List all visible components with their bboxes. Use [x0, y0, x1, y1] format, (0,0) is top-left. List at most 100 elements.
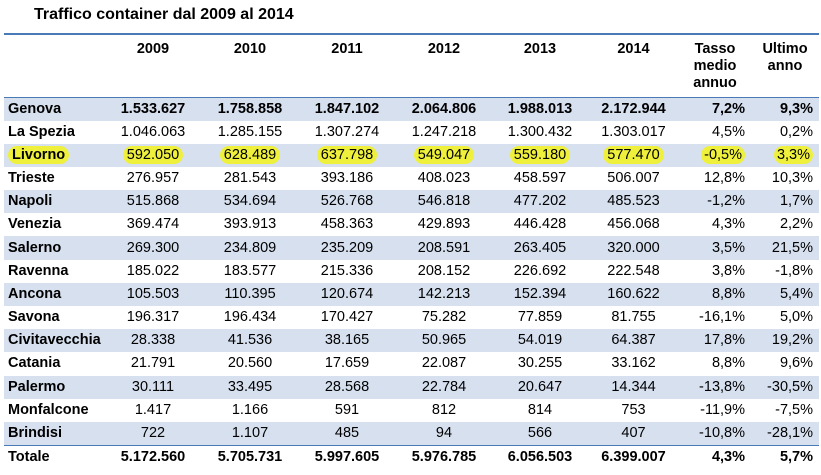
tasso-cell: -11,9%	[700, 401, 745, 418]
value-cell: 320.000	[607, 239, 660, 256]
value-cell: 1.285.155	[217, 123, 283, 140]
value-cell: 208.591	[417, 239, 471, 256]
header-2013: 2013	[492, 33, 588, 97]
port-name: Trieste	[8, 169, 55, 186]
value-cell: 369.474	[126, 216, 180, 233]
tasso-cell: 8,8%	[711, 355, 745, 372]
header-ultimo-line: anno	[767, 58, 803, 74]
header-2012: 2012	[396, 33, 492, 97]
table-row: Napoli 515.868 534.694 526.768 546.818 477.20…	[4, 190, 819, 214]
ultimo-cell: 21,5%	[771, 239, 813, 256]
highlight-mark: 549.047	[413, 145, 475, 164]
header-2010: 2010	[202, 33, 298, 97]
header-ultimo-anno: Ultimo anno	[751, 33, 819, 97]
table-row: Civitavecchia 28.338 41.536 38.165 50.965 54.…	[4, 329, 819, 353]
value-cell: 1.307.274	[314, 123, 380, 140]
tasso-cell: -16,1%	[699, 309, 745, 326]
ultimo-cell: 10,3%	[771, 169, 813, 186]
value-cell: 1.758.858	[202, 96, 298, 121]
value-cell: 17.659	[324, 355, 370, 372]
table-row: Savona 196.317 196.434 170.427 75.282 77.859 8…	[4, 306, 819, 330]
highlight-mark: Livorno	[8, 145, 70, 164]
ultimo-cell: 1,7%	[779, 193, 813, 210]
value-cell: 812	[431, 401, 457, 418]
value-cell: 1.300.432	[507, 123, 573, 140]
port-name: Savona	[8, 309, 60, 326]
port-name: La Spezia	[8, 123, 75, 140]
port-name: Venezia	[8, 216, 62, 233]
value-cell: 393.913	[223, 216, 277, 233]
value-cell: 477.202	[513, 193, 567, 210]
highlight-mark: -0,5%	[701, 145, 745, 164]
total-value-cell: 5.705.731	[202, 444, 298, 469]
value-cell: 38.165	[324, 332, 370, 349]
value-cell: 183.577	[223, 262, 277, 279]
container-traffic-table: 2009 2010 2011 2012 2013 2014 Tasso medi…	[4, 33, 819, 469]
value-cell: 485.523	[607, 193, 660, 210]
value-cell: 534.694	[223, 193, 277, 210]
value-cell: 14.344	[611, 378, 656, 395]
header-ultimo-line: Ultimo	[762, 41, 808, 57]
port-name: Napoli	[8, 193, 53, 210]
tasso-cell: -1,2%	[707, 193, 745, 210]
value-cell: 458.597	[513, 169, 567, 186]
table-row: Venezia 369.474 393.913 458.363 429.893 446.4…	[4, 213, 819, 237]
value-cell: 1.107	[231, 424, 269, 441]
value-cell: 28.568	[324, 378, 370, 395]
header-2014: 2014	[588, 33, 679, 97]
value-cell: 592.050	[104, 144, 202, 167]
ultimo-cell: 5,0%	[779, 309, 813, 326]
total-value-cell: 5.997.605	[298, 444, 396, 469]
value-cell: 1.166	[231, 401, 269, 418]
highlight-mark: 592.050	[122, 145, 184, 164]
highlight-mark: 559.180	[509, 145, 571, 164]
value-cell: 407	[621, 424, 646, 441]
value-cell: 546.818	[417, 193, 471, 210]
value-cell: 753	[621, 401, 646, 418]
header-2009: 2009	[104, 33, 202, 97]
value-cell: 120.674	[320, 285, 374, 302]
value-cell: 152.394	[513, 285, 567, 302]
value-cell: 20.560	[227, 355, 273, 372]
value-cell: 226.692	[513, 262, 567, 279]
total-row: Totale 5.172.560 5.705.731 5.997.605 5.976.7…	[4, 444, 819, 469]
value-cell: 446.428	[513, 216, 567, 233]
ultimo-cell: 9,6%	[779, 355, 813, 372]
value-cell: 1.988.013	[492, 96, 588, 121]
value-cell: 105.503	[126, 285, 180, 302]
header-tasso-line: annuo	[693, 75, 737, 91]
tasso-cell: 4,3%	[711, 216, 745, 233]
value-cell: 75.282	[421, 309, 467, 326]
port-name: Livorno	[4, 144, 104, 167]
highlight-mark: 3,3%	[773, 145, 813, 164]
value-cell: 22.784	[421, 378, 467, 395]
total-value-cell: 6.056.503	[492, 444, 588, 469]
value-cell: 50.965	[421, 332, 467, 349]
value-cell: 269.300	[126, 239, 180, 256]
tasso-cell: 4,5%	[711, 123, 745, 140]
value-cell: 263.405	[513, 239, 567, 256]
value-cell: 196.434	[223, 309, 277, 326]
value-cell: 722	[140, 424, 166, 441]
header-row: 2009 2010 2011 2012 2013 2014 Tasso medi…	[4, 33, 819, 97]
table-row: Genova 1.533.627 1.758.858 1.847.102 2.064.8…	[4, 96, 819, 121]
port-name: Palermo	[8, 378, 66, 395]
value-cell: 276.957	[126, 169, 180, 186]
value-cell: 506.007	[607, 169, 660, 186]
value-cell: 30.255	[517, 355, 563, 372]
value-cell: 208.152	[417, 262, 471, 279]
ultimo-cell: 5,4%	[779, 285, 813, 302]
value-cell: 110.395	[224, 285, 276, 302]
value-cell: 1.303.017	[601, 123, 666, 140]
value-cell: 235.209	[320, 239, 374, 256]
port-name: Civitavecchia	[8, 332, 101, 349]
value-cell: 515.868	[126, 193, 180, 210]
header-tasso-medio-annuo: Tasso medio annuo	[679, 33, 751, 97]
tasso-cell: -0,5%	[679, 144, 751, 167]
highlight-mark: 637.798	[316, 145, 378, 164]
value-cell: 485	[334, 424, 360, 441]
total-value-cell: 5.172.560	[104, 444, 202, 469]
value-cell: 22.087	[421, 355, 467, 372]
table-row: Ancona 105.503 110.395 120.674 142.213 152.39…	[4, 282, 819, 306]
ultimo-cell: 2,2%	[779, 216, 813, 233]
